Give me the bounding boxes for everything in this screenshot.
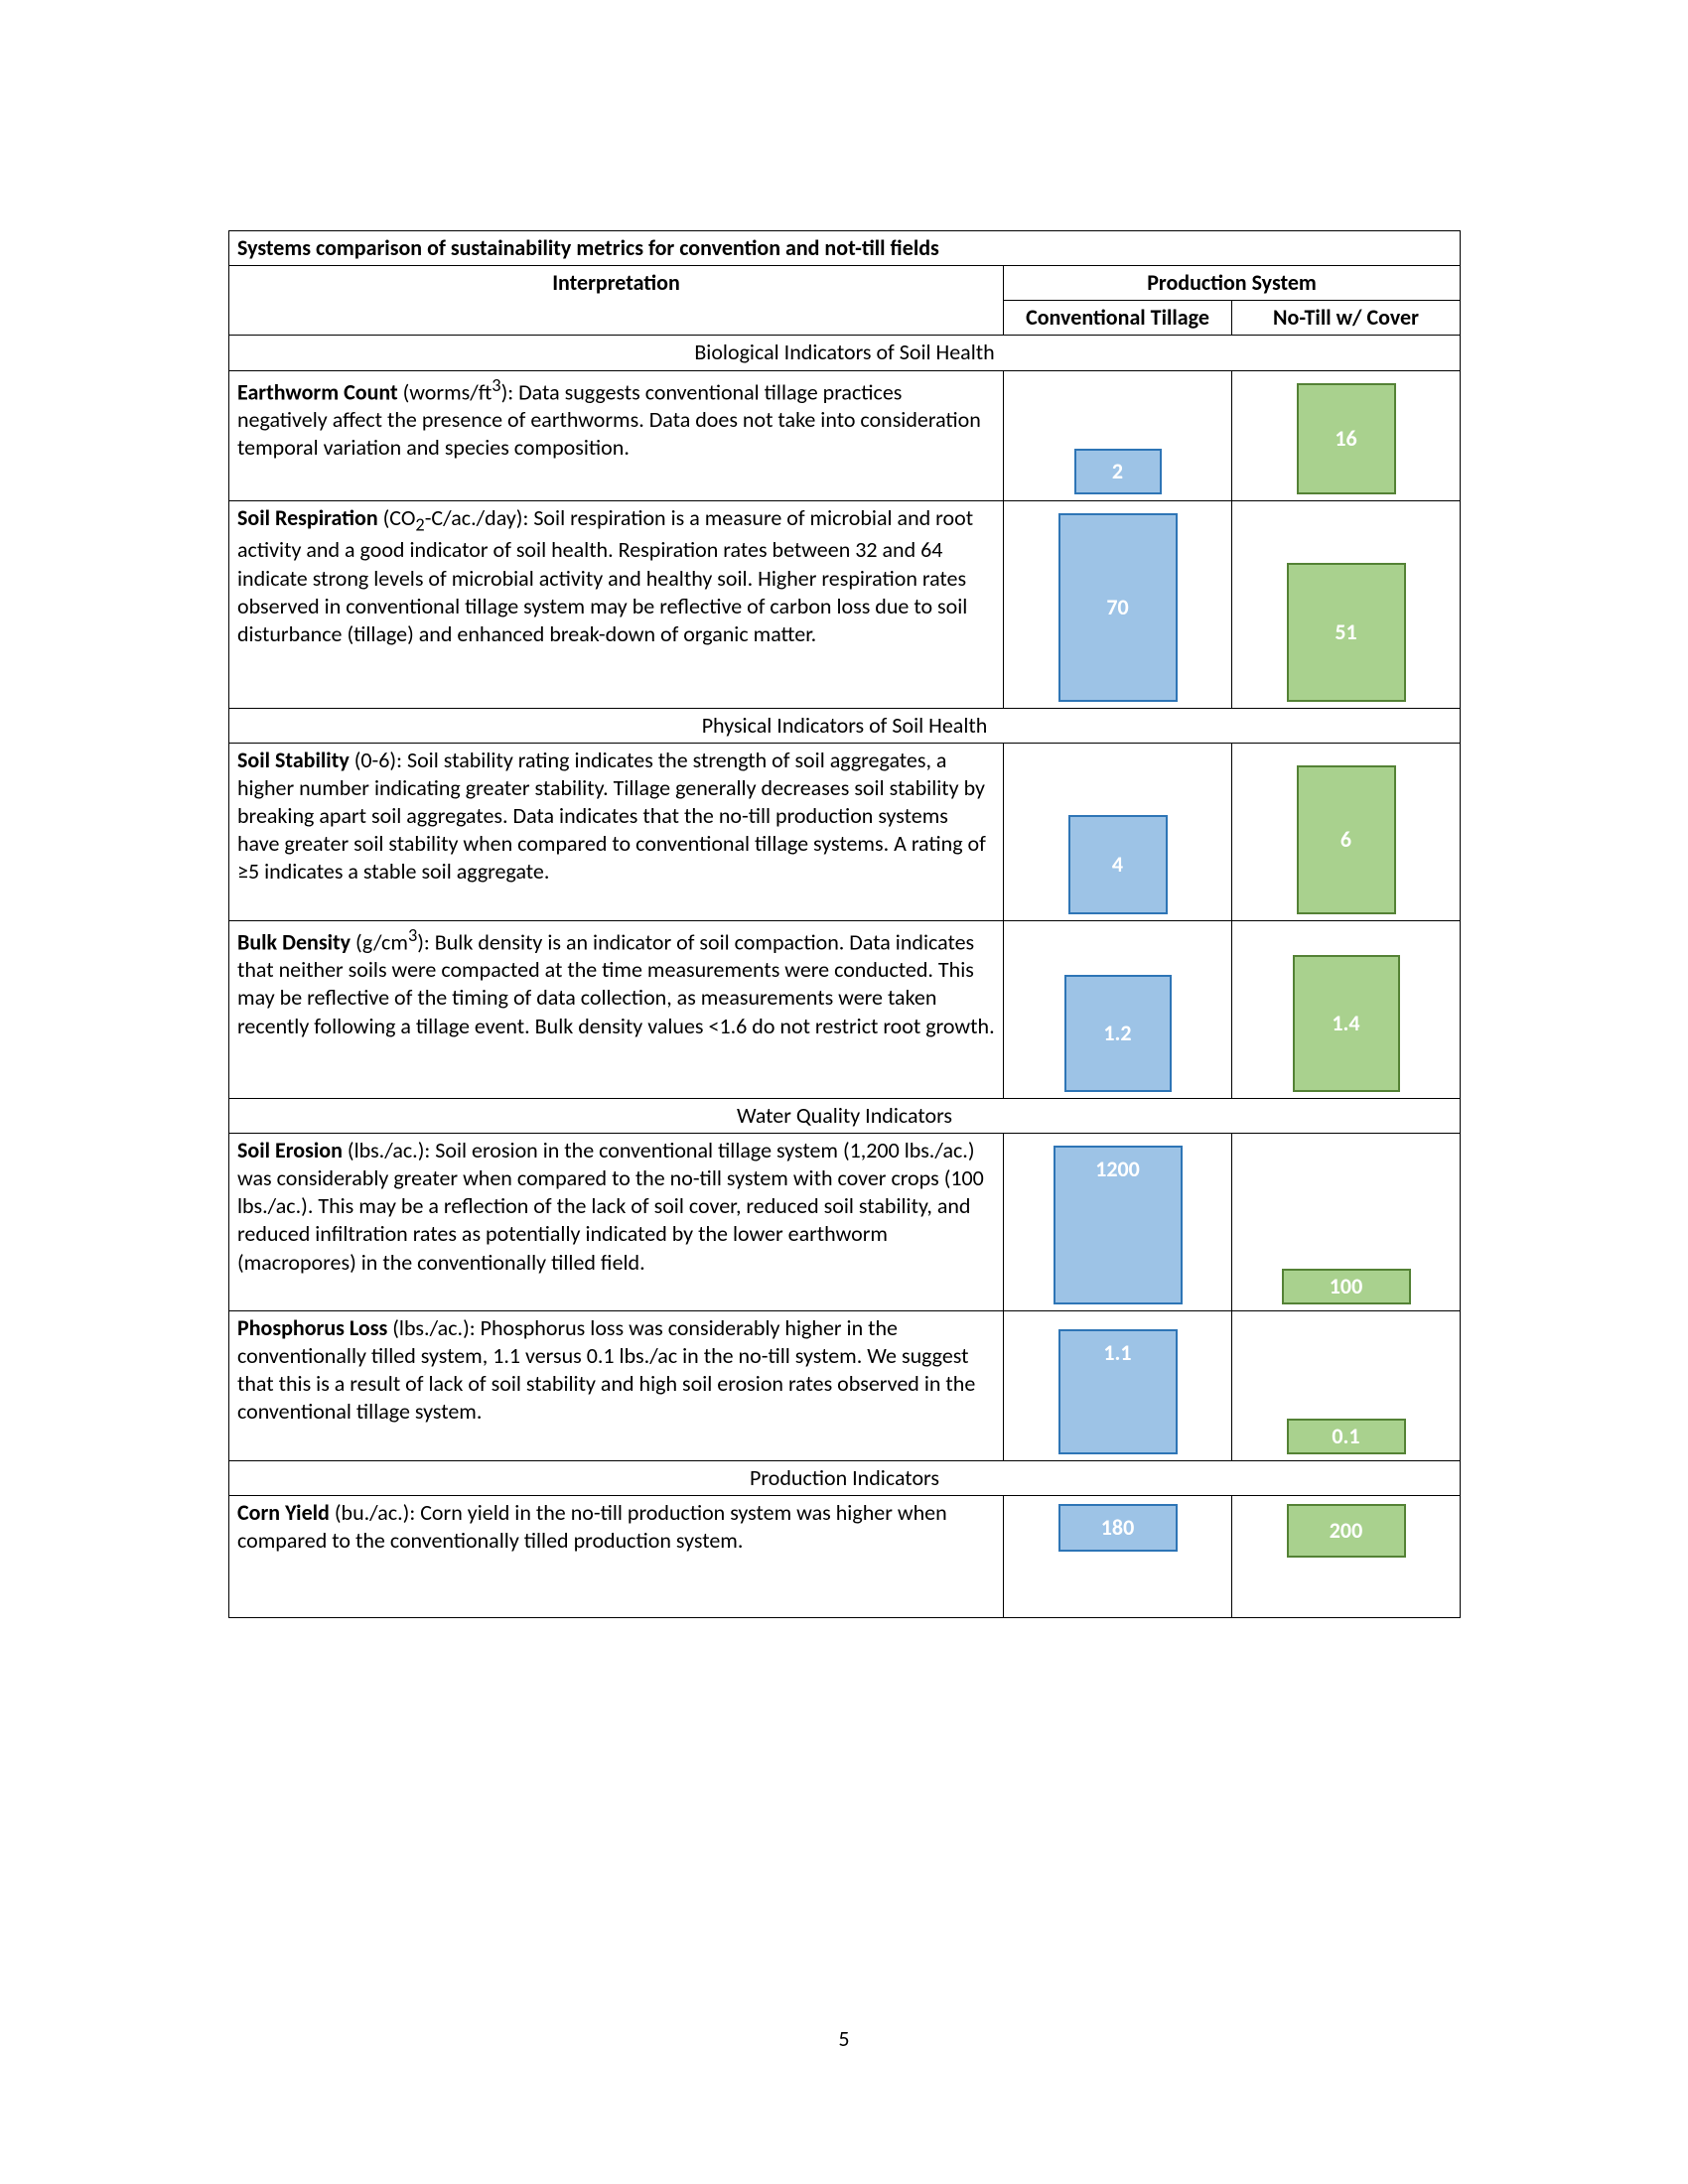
table-title: Systems comparison of sustainability met… — [229, 231, 1461, 266]
section-header: Production Indicators — [229, 1460, 1461, 1495]
conventional-value-cell: 1.2 — [1004, 920, 1232, 1098]
notill-value-cell: 16 — [1232, 370, 1461, 500]
interpretation-cell: Soil Erosion (lbs./ac.): Soil erosion in… — [229, 1133, 1004, 1310]
conventional-value-cell: 4 — [1004, 743, 1232, 920]
section-header: Biological Indicators of Soil Health — [229, 336, 1461, 370]
conventional-bar: 4 — [1068, 815, 1168, 914]
interpretation-cell: Soil Respiration (CO2-C/ac./day): Soil r… — [229, 500, 1004, 708]
conventional-value-cell: 70 — [1004, 500, 1232, 708]
interpretation-cell: Bulk Density (g/cm3): Bulk density is an… — [229, 920, 1004, 1098]
notill-value-cell: 51 — [1232, 500, 1461, 708]
notill-bar: 6 — [1297, 765, 1396, 914]
conventional-bar: 1.1 — [1058, 1329, 1178, 1454]
interpretation-cell: Soil Stability (0-6): Soil stability rat… — [229, 743, 1004, 920]
interpretation-cell: Phosphorus Loss (lbs./ac.): Phosphorus l… — [229, 1310, 1004, 1460]
notill-value-cell: 1.4 — [1232, 920, 1461, 1098]
notill-bar: 1.4 — [1293, 955, 1400, 1092]
notill-bar: 200 — [1287, 1504, 1406, 1558]
section-header: Water Quality Indicators — [229, 1098, 1461, 1133]
notill-bar: 100 — [1282, 1269, 1411, 1304]
conventional-bar: 70 — [1058, 513, 1178, 702]
conventional-bar: 2 — [1074, 449, 1162, 494]
header-production-system: Production System — [1004, 266, 1461, 301]
conventional-value-cell: 180 — [1004, 1496, 1232, 1618]
interpretation-cell: Earthworm Count (worms/ft3): Data sugges… — [229, 370, 1004, 500]
conventional-bar: 1.2 — [1064, 975, 1172, 1092]
header-conventional: Conventional Tillage — [1004, 301, 1232, 336]
conventional-value-cell: 1.1 — [1004, 1310, 1232, 1460]
conventional-value-cell: 1200 — [1004, 1133, 1232, 1310]
conventional-value-cell: 2 — [1004, 370, 1232, 500]
notill-value-cell: 200 — [1232, 1496, 1461, 1618]
notill-value-cell: 6 — [1232, 743, 1461, 920]
conventional-bar: 180 — [1058, 1504, 1178, 1552]
sustainability-metrics-table: Systems comparison of sustainability met… — [228, 230, 1461, 1618]
notill-bar: 16 — [1297, 383, 1396, 494]
interpretation-cell: Corn Yield (bu./ac.): Corn yield in the … — [229, 1496, 1004, 1618]
notill-bar: 0.1 — [1287, 1419, 1406, 1454]
notill-value-cell: 100 — [1232, 1133, 1461, 1310]
section-header: Physical Indicators of Soil Health — [229, 708, 1461, 743]
page-number: 5 — [0, 2025, 1688, 2052]
notill-value-cell: 0.1 — [1232, 1310, 1461, 1460]
header-notill: No-Till w/ Cover — [1232, 301, 1461, 336]
notill-bar: 51 — [1287, 563, 1406, 702]
header-interpretation: Interpretation — [229, 266, 1004, 336]
conventional-bar: 1200 — [1054, 1146, 1183, 1304]
